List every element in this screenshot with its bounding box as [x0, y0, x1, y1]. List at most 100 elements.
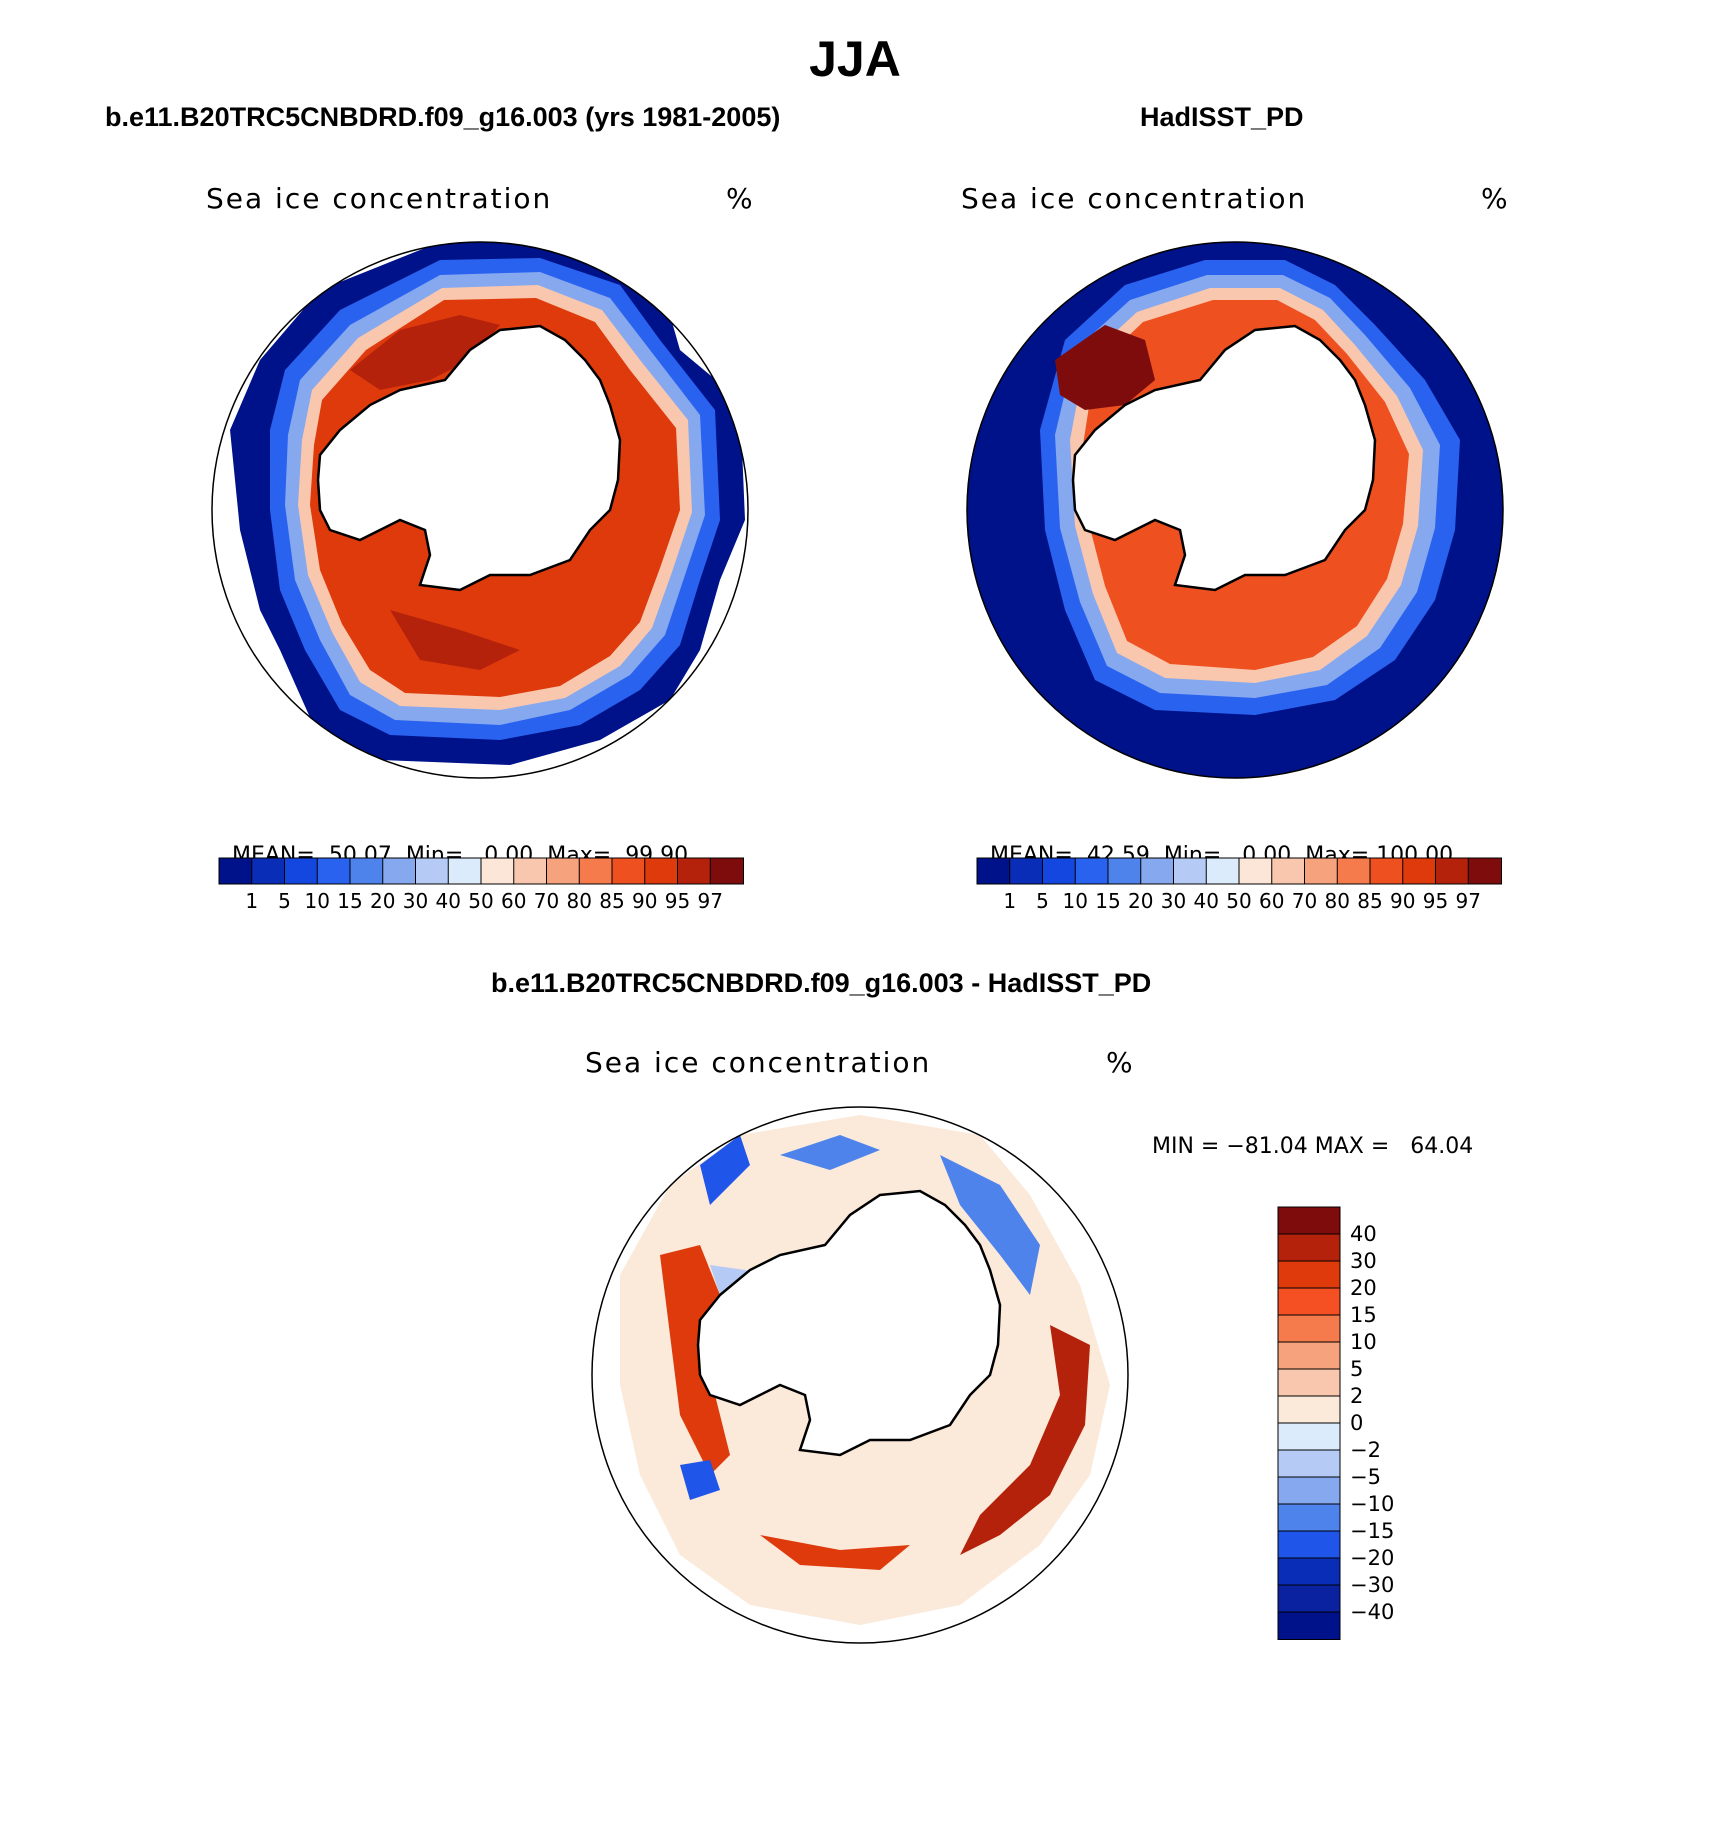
- main-title: JJA: [809, 31, 901, 87]
- colorbar-tick-label: 95: [665, 889, 690, 913]
- colorbar-tick-label: −40: [1350, 1600, 1394, 1624]
- colorbar-swatch: [513, 857, 548, 885]
- panel-right-variable-label: Sea ice concentration: [961, 182, 1308, 215]
- colorbar-tick-label: 80: [567, 889, 592, 913]
- colorbar-swatch: [1277, 1395, 1341, 1424]
- colorbar-swatch: [1277, 1476, 1341, 1505]
- colorbar-tick-label: 10: [1350, 1330, 1377, 1354]
- colorbar-swatch: [1277, 1584, 1341, 1613]
- panel-right-units-label: %: [1481, 182, 1510, 215]
- colorbar-tick-label: 40: [1194, 889, 1219, 913]
- colorbar-swatch: [1205, 857, 1240, 885]
- colorbar-swatch: [1277, 1314, 1341, 1343]
- colorbar-tick-label: −2: [1350, 1438, 1381, 1462]
- colorbar-swatch: [578, 857, 613, 885]
- colorbar-swatch: [251, 857, 286, 885]
- colorbar-swatch: [349, 857, 384, 885]
- panel-left-map: [211, 241, 749, 779]
- colorbar-swatch: [1402, 857, 1437, 885]
- colorbar-tick-label: 30: [1350, 1249, 1377, 1273]
- colorbar-tick-label: 20: [1128, 889, 1153, 913]
- left-antarctica: [316, 324, 622, 592]
- diff-panel-variable-label: Sea ice concentration: [585, 1046, 932, 1079]
- colorbar-tick-label: 2: [1350, 1384, 1363, 1408]
- colorbar-tick-label: 97: [698, 889, 723, 913]
- diff-panel-title: b.e11.B20TRC5CNBDRD.f09_g16.003 - HadISS…: [491, 968, 1152, 998]
- colorbar-tick-label: 95: [1423, 889, 1448, 913]
- diff-negative-anomaly: [940, 1155, 1040, 1295]
- colorbar-tick-label: 90: [632, 889, 657, 913]
- colorbar-tick-label: −15: [1350, 1519, 1394, 1543]
- colorbar-tick-label: 15: [1350, 1303, 1377, 1327]
- colorbar-swatch: [644, 857, 679, 885]
- colorbar-swatch: [1277, 1206, 1341, 1235]
- colorbar-tick-label: 15: [337, 889, 362, 913]
- colorbar-tick-label: 40: [1350, 1222, 1377, 1246]
- colorbar-swatch: [1277, 1422, 1341, 1451]
- right-antarctica: [1071, 324, 1377, 592]
- colorbar-tick-label: 1: [245, 889, 258, 913]
- colorbar-tick-label: 85: [599, 889, 624, 913]
- colorbar-swatch: [447, 857, 482, 885]
- colorbar-tick-label: 0: [1350, 1411, 1363, 1435]
- colorbar-swatch: [546, 857, 581, 885]
- diff-panel-map: [591, 1106, 1129, 1644]
- colorbar-swatch: [1238, 857, 1273, 885]
- colorbar-tick-label: 10: [1063, 889, 1088, 913]
- colorbar-tick-label: −5: [1350, 1465, 1381, 1489]
- colorbar-tick-label: −20: [1350, 1546, 1394, 1570]
- colorbar-tick-label: −30: [1350, 1573, 1394, 1597]
- colorbar-tick-label: 90: [1390, 889, 1415, 913]
- colorbar-tick-label: 5: [1350, 1357, 1363, 1381]
- colorbar-swatch: [284, 857, 319, 885]
- colorbar-tick-label: 30: [1161, 889, 1186, 913]
- colorbar-tick-label: 5: [1036, 889, 1049, 913]
- colorbar-tick-label: −10: [1350, 1492, 1394, 1516]
- panel-right-title: HadISST_PD: [1140, 102, 1304, 132]
- colorbar-swatch: [1277, 1287, 1341, 1316]
- colorbar-swatch: [1173, 857, 1208, 885]
- colorbar-swatch: [1277, 1557, 1341, 1586]
- colorbar-swatch: [709, 857, 744, 885]
- colorbar-tick-label: 60: [501, 889, 526, 913]
- panel-left-title: b.e11.B20TRC5CNBDRD.f09_g16.003 (yrs 198…: [105, 102, 781, 132]
- colorbar-tick-label: 70: [1292, 889, 1317, 913]
- colorbar-tick-label: 20: [1350, 1276, 1377, 1300]
- colorbar-swatch: [1271, 857, 1306, 885]
- colorbar-tick-label: 5: [278, 889, 291, 913]
- colorbar-tick-label: 1: [1003, 889, 1016, 913]
- colorbar-swatch: [415, 857, 450, 885]
- colorbar-swatch: [1336, 857, 1371, 885]
- colorbar-tick-label: 30: [403, 889, 428, 913]
- colorbar-swatch: [1140, 857, 1175, 885]
- colorbar-swatch: [1435, 857, 1470, 885]
- colorbar-swatch: [1009, 857, 1044, 885]
- colorbar-swatch: [1277, 1611, 1341, 1640]
- colorbar-swatch: [677, 857, 712, 885]
- panel-left-colorbar: 1 5 10 15 20 30 40 50 60 70 80 85 90 95 97: [218, 857, 744, 913]
- colorbar-tick-label: 80: [1325, 889, 1350, 913]
- colorbar-swatch: [218, 857, 253, 885]
- colorbar-tick-label: 15: [1095, 889, 1120, 913]
- diff-antarctica: [696, 1189, 1002, 1457]
- colorbar-swatch: [1277, 1233, 1341, 1262]
- diff-panel-minmax: MIN = −81.04 MAX = 64.04: [1152, 1134, 1474, 1159]
- colorbar-tick-label: 10: [305, 889, 330, 913]
- colorbar-swatch: [480, 857, 515, 885]
- colorbar-tick-label: 85: [1357, 889, 1382, 913]
- colorbar-swatch: [611, 857, 646, 885]
- diff-positive-anomaly-east: [960, 1325, 1090, 1555]
- colorbar-tick-label: 20: [370, 889, 395, 913]
- diff-panel-units-label: %: [1106, 1046, 1135, 1079]
- colorbar-swatch: [1107, 857, 1142, 885]
- panel-left-variable-label: Sea ice concentration: [206, 182, 553, 215]
- colorbar-swatch: [976, 857, 1011, 885]
- panel-left-units-label: %: [726, 182, 755, 215]
- colorbar-swatch: [1277, 1530, 1341, 1559]
- colorbar-tick-label: 70: [534, 889, 559, 913]
- colorbar-swatch: [1467, 857, 1502, 885]
- colorbar-swatch: [1277, 1449, 1341, 1478]
- colorbar-swatch: [1304, 857, 1339, 885]
- colorbar-swatch: [1277, 1341, 1341, 1370]
